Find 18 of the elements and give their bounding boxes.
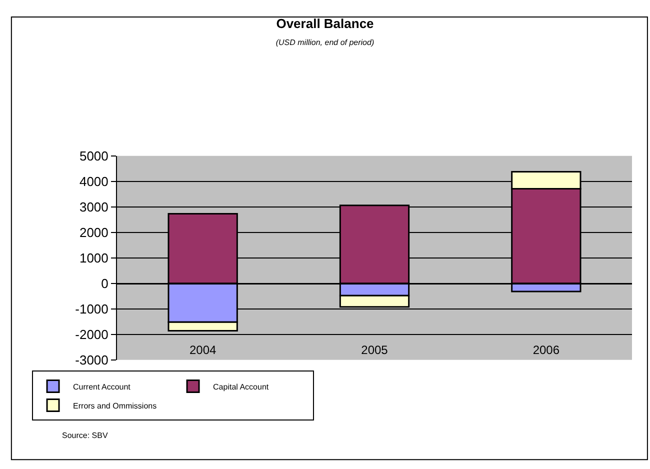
y-tick-label: 1000 [79, 250, 108, 266]
y-tick-label: -3000 [75, 352, 108, 368]
y-tick-label: -2000 [75, 326, 108, 342]
legend-label: Capital Account [213, 382, 270, 392]
legend-label: Errors and Ommissions [73, 401, 157, 410]
x-tick-label: 2006 [532, 342, 560, 357]
x-tick-label: 2004 [189, 342, 216, 357]
y-tick-label: 2000 [79, 224, 108, 240]
chart-subtitle: (USD million, end of period) [276, 38, 374, 48]
y-tick-label: 0 [101, 276, 108, 291]
legend-label: Current Account [73, 382, 132, 392]
chart-title: Overall Balance [276, 16, 374, 32]
y-tick-label: -1000 [75, 301, 108, 316]
y-tick-label: 3000 [79, 199, 108, 214]
x-tick-label: 2005 [361, 342, 388, 357]
y-tick-label: 4000 [79, 174, 108, 189]
y-tick-label: 5000 [79, 148, 108, 164]
source-note: Source: SBV [62, 431, 108, 440]
